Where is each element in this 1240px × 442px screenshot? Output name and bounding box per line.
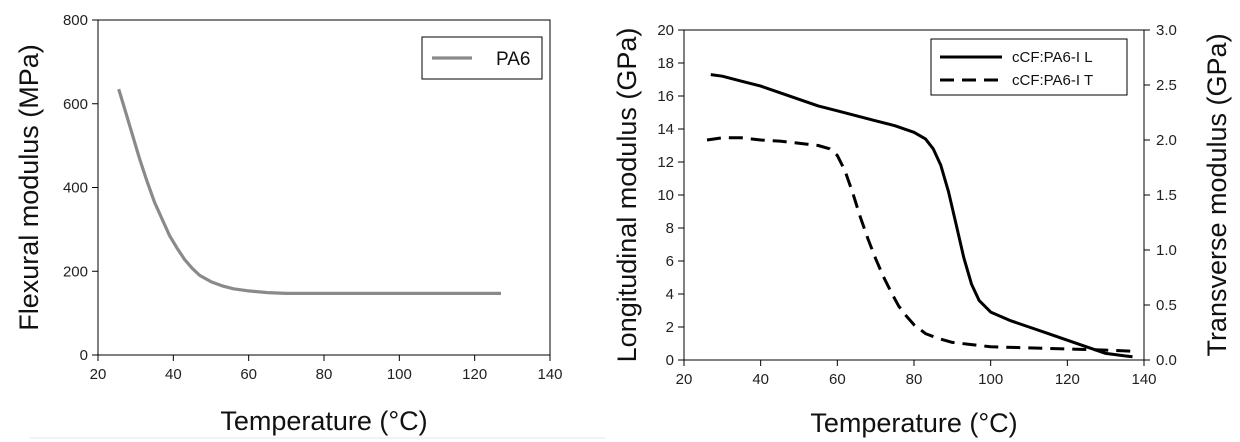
right-y-tick-label: 8	[666, 220, 674, 237]
left-x-tick-label: 20	[90, 366, 107, 383]
right-y-tick-label: 16	[657, 88, 674, 105]
right-x-axis-title: Temperature (°C)	[810, 408, 1017, 438]
right-chart: 20 40 60 80 100 120 140 0 2 4 6 8 10 12 14 16 18 20 0.0 0.5…	[612, 22, 1232, 438]
right-y2-tick-label: 3.0	[1156, 22, 1177, 39]
right-series-line-1	[706, 136, 1133, 353]
left-y-axis-title: Flexural modulus (MPa)	[14, 44, 44, 331]
right-y-tick-label: 10	[657, 187, 674, 204]
right-y-tick-label: 6	[666, 253, 674, 270]
right-x-tick-label: 80	[906, 371, 923, 388]
left-x-tick-label: 100	[387, 366, 412, 383]
right-y-tick-label: 2	[666, 319, 674, 336]
right-legend-label-1: cCF:PA6-I T	[1012, 72, 1093, 89]
left-x-axis-title: Temperature (°C)	[220, 406, 427, 436]
left-x-tick-label: 60	[240, 366, 257, 383]
right-y-tick-label: 4	[666, 286, 674, 303]
right-y2-tick-label: 2.0	[1156, 132, 1177, 149]
left-x-tick-label: 120	[462, 366, 487, 383]
right-x-tick-label: 20	[676, 371, 693, 388]
right-series-line-0	[710, 73, 1133, 359]
left-series-line-0	[117, 88, 501, 295]
left-x-tick-label: 40	[165, 366, 182, 383]
left-y-tick-label: 400	[63, 180, 88, 197]
right-legend-box	[930, 38, 1128, 96]
right-y-tick-label: 12	[657, 154, 674, 171]
left-y-tick-label: 0	[80, 347, 88, 364]
left-legend-label: PA6	[496, 49, 531, 70]
right-y-tick-label: 0	[666, 352, 674, 369]
right-y-tick-label: 18	[657, 55, 674, 72]
right-x-tick-label: 100	[978, 371, 1003, 388]
left-y-tick-label: 600	[63, 96, 88, 113]
right-y2-axis-title: Transverse modulus (GPa)	[1202, 33, 1232, 356]
right-y2-tick-label: 1.5	[1156, 187, 1177, 204]
right-y2-tick-label: 0.0	[1156, 352, 1177, 369]
right-x-tick-label: 60	[829, 371, 846, 388]
right-y2-tick-label: 0.5	[1156, 297, 1177, 314]
left-y-tick-label: 800	[63, 12, 88, 29]
right-y-tick-label: 14	[657, 121, 674, 138]
right-y2-tick-label: 1.0	[1156, 242, 1177, 259]
left-chart: 20 40 60 80 100 120 140 0 200 400 600 800 Temperatur…	[14, 12, 563, 436]
left-x-tick-label: 80	[316, 366, 333, 383]
right-legend-label-0: cCF:PA6-I L	[1012, 49, 1093, 66]
left-x-tick-label: 140	[537, 366, 562, 383]
right-x-tick-label: 140	[1131, 371, 1156, 388]
right-x-tick-label: 120	[1055, 371, 1080, 388]
right-y-tick-label: 20	[657, 22, 674, 39]
right-x-tick-label: 40	[752, 371, 769, 388]
right-y2-tick-label: 2.5	[1156, 77, 1177, 94]
left-y-tick-label: 200	[63, 263, 88, 280]
right-y-axis-title: Longitudinal modulus (GPa)	[612, 28, 642, 363]
